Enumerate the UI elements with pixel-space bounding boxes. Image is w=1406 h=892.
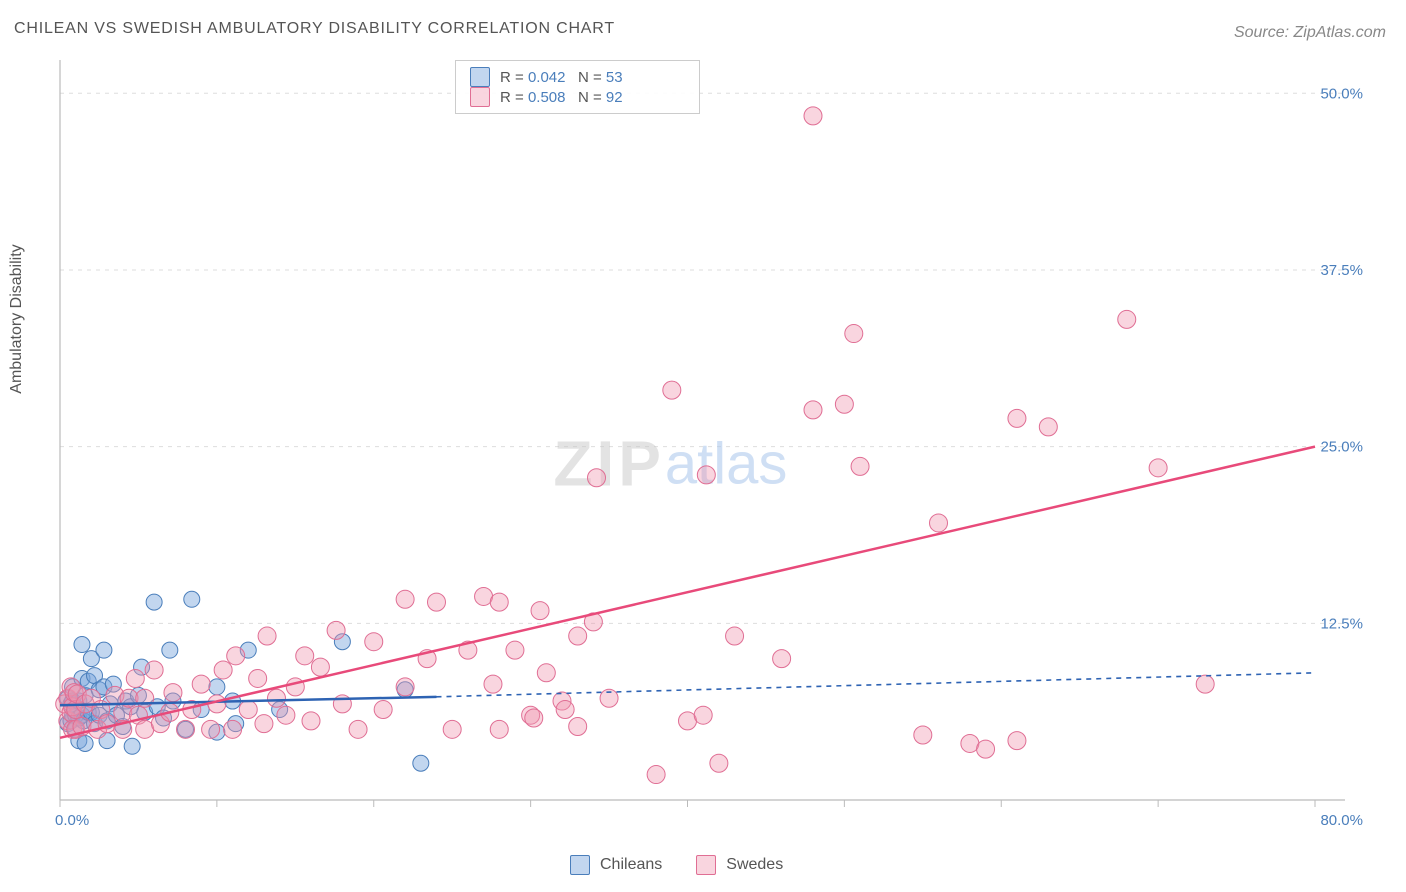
data-point (531, 602, 549, 620)
data-point (413, 755, 429, 771)
data-point (214, 661, 232, 679)
legend-stats: R = 0.042 N = 53 (500, 69, 623, 86)
legend-label: Swedes (726, 856, 783, 874)
source-label: Source: ZipAtlas.com (1234, 24, 1386, 42)
data-point (977, 740, 995, 758)
data-point (490, 720, 508, 738)
data-point (556, 701, 574, 719)
data-point (349, 720, 367, 738)
data-point (773, 650, 791, 668)
legend-swatch (696, 855, 716, 875)
data-point (267, 689, 285, 707)
legend-swatch (570, 855, 590, 875)
data-point (96, 642, 112, 658)
data-point (845, 325, 863, 343)
data-point (202, 720, 220, 738)
data-point (209, 679, 225, 695)
data-point (1196, 675, 1214, 693)
data-point (930, 514, 948, 532)
data-point (227, 647, 245, 665)
data-point (124, 738, 140, 754)
data-point (851, 457, 869, 475)
svg-text:ZIPatlas: ZIPatlas (553, 427, 787, 499)
data-point (74, 637, 90, 653)
y-tick-label: 50.0% (1320, 85, 1363, 102)
scatter-chart: ZIPatlas 12.5% 25.0% 37.5% 50.0% 0.0% 80.0% (50, 55, 1370, 835)
data-point (302, 712, 320, 730)
data-point (1118, 310, 1136, 328)
data-point (145, 661, 163, 679)
data-point (177, 720, 195, 738)
data-point (374, 701, 392, 719)
data-point (537, 664, 555, 682)
data-point (239, 701, 257, 719)
data-point (164, 684, 182, 702)
data-point (258, 627, 276, 645)
data-point (396, 678, 414, 696)
data-point (694, 706, 712, 724)
data-point (192, 675, 210, 693)
data-point (588, 469, 606, 487)
x-tick-label: 0.0% (55, 812, 89, 829)
data-point (365, 633, 383, 651)
legend-stats: R = 0.508 N = 92 (500, 89, 623, 106)
legend-swatch (470, 87, 490, 107)
y-axis-label: Ambulatory Disability (8, 244, 26, 393)
data-point (569, 718, 587, 736)
data-point (255, 715, 273, 733)
data-point (296, 647, 314, 665)
y-tick-label: 37.5% (1320, 262, 1363, 279)
data-point (184, 591, 200, 607)
data-point (396, 590, 414, 608)
data-point (726, 627, 744, 645)
data-point (311, 658, 329, 676)
data-point (710, 754, 728, 772)
data-point (914, 726, 932, 744)
data-point (146, 594, 162, 610)
legend-swatch (470, 67, 490, 87)
correlation-legend: R = 0.042 N = 53 R = 0.508 N = 92 (455, 60, 700, 114)
data-point (162, 642, 178, 658)
data-point (327, 621, 345, 639)
data-point (804, 107, 822, 125)
x-tick-label: 80.0% (1320, 812, 1363, 829)
data-point (1149, 459, 1167, 477)
data-point (277, 706, 295, 724)
series-legend: Chileans Swedes (570, 855, 807, 875)
data-point (1008, 409, 1026, 427)
data-point (835, 395, 853, 413)
data-point (525, 709, 543, 727)
y-tick-label: 12.5% (1320, 615, 1363, 632)
trend-line-extrapolated (437, 673, 1316, 697)
data-point (1008, 732, 1026, 750)
data-point (569, 627, 587, 645)
data-point (490, 593, 508, 611)
data-point (443, 720, 461, 738)
chart-container: CHILEAN VS SWEDISH AMBULATORY DISABILITY… (0, 0, 1406, 892)
legend-label: Chileans (600, 856, 662, 874)
y-tick-label: 25.0% (1320, 439, 1363, 456)
data-point (428, 593, 446, 611)
data-point (484, 675, 502, 693)
data-point (126, 669, 144, 687)
data-point (663, 381, 681, 399)
chart-title: CHILEAN VS SWEDISH AMBULATORY DISABILITY… (14, 20, 615, 38)
data-point (1039, 418, 1057, 436)
data-point (506, 641, 524, 659)
legend-row: R = 0.042 N = 53 (470, 67, 685, 87)
data-point (697, 466, 715, 484)
data-point (647, 766, 665, 784)
data-point (224, 720, 242, 738)
data-point (804, 401, 822, 419)
legend-row: R = 0.508 N = 92 (470, 87, 685, 107)
data-point (249, 669, 267, 687)
